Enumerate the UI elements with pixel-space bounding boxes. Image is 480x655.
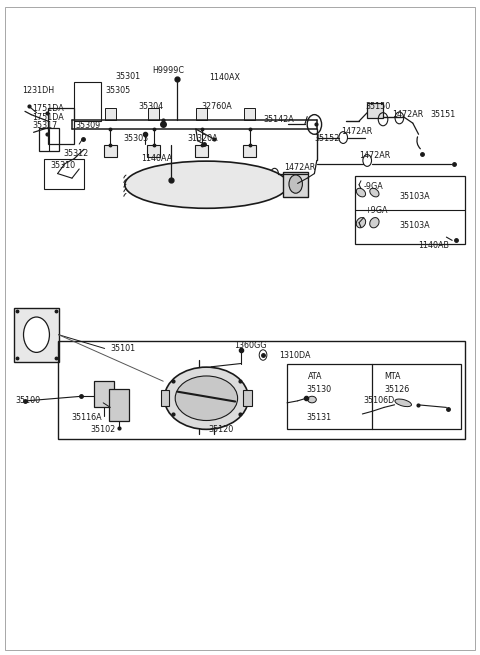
Bar — [367, 103, 383, 118]
Text: 1140AB: 1140AB — [419, 241, 450, 250]
Bar — [44, 159, 84, 189]
Text: 35130: 35130 — [306, 385, 331, 394]
Bar — [244, 108, 255, 120]
Bar — [161, 390, 169, 406]
Text: 1751DA: 1751DA — [33, 104, 64, 113]
Text: 1231DH: 1231DH — [22, 86, 54, 95]
Text: 32760A: 32760A — [202, 102, 232, 111]
Text: 35309: 35309 — [76, 121, 101, 130]
Text: +9GA: +9GA — [364, 206, 387, 215]
Bar — [39, 128, 59, 151]
Text: 35120: 35120 — [209, 424, 234, 434]
Text: 35106D: 35106D — [364, 396, 395, 405]
Bar — [287, 364, 461, 429]
Bar — [243, 390, 252, 406]
Text: H9999C: H9999C — [153, 66, 185, 75]
Text: 35126: 35126 — [384, 385, 409, 394]
Ellipse shape — [356, 217, 366, 228]
Text: 35131: 35131 — [306, 413, 331, 422]
Bar — [283, 172, 308, 196]
Text: 35151: 35151 — [430, 110, 456, 119]
Text: 35310: 35310 — [50, 160, 75, 170]
Bar — [58, 341, 465, 439]
Text: 35101: 35101 — [110, 344, 135, 353]
Text: 35303: 35303 — [124, 134, 149, 143]
Text: 1472AR: 1472AR — [341, 126, 372, 136]
Bar — [48, 108, 74, 144]
Ellipse shape — [175, 376, 238, 421]
Text: 35312: 35312 — [63, 149, 89, 159]
Text: 1140AA: 1140AA — [142, 154, 173, 163]
Bar — [105, 108, 116, 120]
Text: 1751DA: 1751DA — [33, 113, 64, 122]
Circle shape — [289, 175, 302, 193]
Text: -9GA: -9GA — [364, 181, 384, 191]
Text: 1472AR: 1472AR — [393, 110, 424, 119]
Text: 1360GG: 1360GG — [234, 341, 267, 350]
Text: 1472AR: 1472AR — [359, 151, 390, 160]
Bar — [355, 176, 465, 244]
Text: 1472AR: 1472AR — [284, 162, 315, 172]
Bar — [14, 308, 59, 362]
Text: ATA: ATA — [308, 372, 323, 381]
Bar — [109, 389, 129, 421]
Text: 35102: 35102 — [90, 424, 116, 434]
Text: 35301: 35301 — [115, 72, 140, 81]
Text: 35142A: 35142A — [263, 115, 294, 124]
Ellipse shape — [370, 217, 379, 228]
Ellipse shape — [395, 399, 411, 407]
Ellipse shape — [356, 188, 366, 197]
Bar — [195, 145, 208, 157]
Text: 35150: 35150 — [366, 102, 391, 111]
Ellipse shape — [308, 396, 316, 403]
Text: 35103A: 35103A — [399, 221, 430, 231]
Text: 31320A: 31320A — [187, 134, 218, 143]
Text: 35100: 35100 — [15, 396, 40, 405]
Text: 35304: 35304 — [138, 102, 163, 111]
Bar — [243, 145, 256, 157]
Text: 35152: 35152 — [315, 134, 340, 143]
Text: 35116A: 35116A — [71, 413, 102, 422]
Bar — [104, 145, 117, 157]
Text: 1140AX: 1140AX — [209, 73, 240, 82]
Ellipse shape — [125, 161, 288, 208]
Bar — [94, 381, 114, 407]
Ellipse shape — [370, 188, 379, 197]
Text: 35305: 35305 — [106, 86, 131, 95]
Bar — [147, 145, 160, 157]
Text: 35103A: 35103A — [399, 192, 430, 201]
Ellipse shape — [164, 367, 249, 430]
Bar — [196, 108, 207, 120]
Text: 35317: 35317 — [33, 121, 58, 130]
Circle shape — [24, 317, 49, 352]
Bar — [74, 82, 101, 121]
Text: MTA: MTA — [384, 372, 400, 381]
Text: 1310DA: 1310DA — [279, 350, 311, 360]
Bar — [148, 108, 159, 120]
